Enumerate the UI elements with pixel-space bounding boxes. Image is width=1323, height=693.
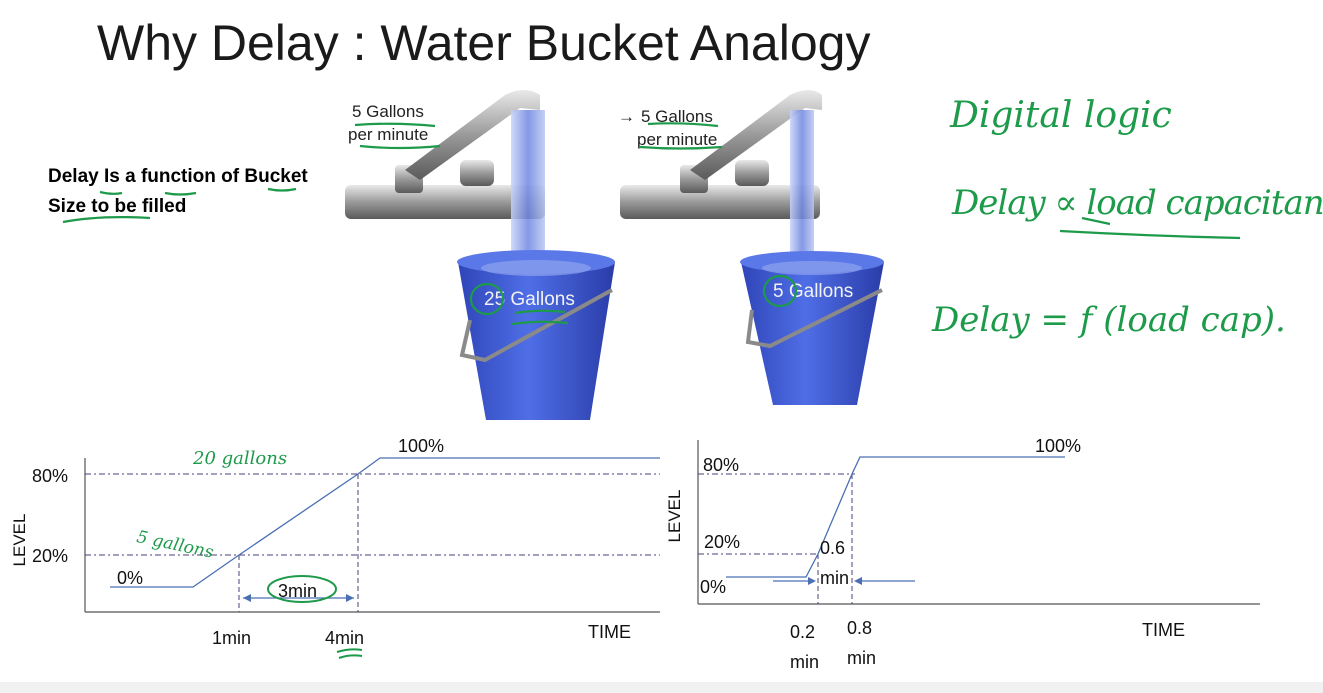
right-end-label: 100% — [1035, 436, 1081, 456]
left-x-mark-1min: 1min — [212, 628, 251, 648]
bottom-strip — [0, 682, 1323, 693]
left-tick-20: 20% — [32, 546, 68, 566]
handwritten-delay-proportional: Delay ∝ load capacitance — [952, 183, 1323, 223]
delay-note-line-2: Size to be filled — [48, 196, 187, 217]
right-level-line — [726, 456, 1065, 578]
right-x-mark-0.8: 0.8 — [847, 618, 872, 638]
handwritten-20-gallons: 20 gallons — [193, 448, 288, 469]
left-tick-80: 80% — [32, 466, 68, 486]
right-faucet — [620, 90, 822, 219]
right-tick-20: 20% — [704, 532, 740, 552]
right-start-label: 0% — [700, 577, 726, 597]
handwritten-delay-function: Delay = f (load cap). — [932, 300, 1286, 340]
handwritten-digital-logic: Digital logic — [950, 95, 1172, 136]
slide-title: Why Delay : Water Bucket Analogy — [97, 15, 871, 71]
right-flow-arrow: → — [618, 107, 635, 126]
left-interval-label: 3min — [278, 581, 317, 601]
right-interval-arrow-head-right — [854, 577, 862, 585]
left-y-label: LEVEL — [10, 514, 29, 567]
left-bucket — [457, 250, 615, 420]
right-flow-line-1: 5 Gallons — [641, 107, 713, 126]
left-interval-arrow-head-left — [243, 594, 251, 602]
right-interval-arrow-head-left — [808, 577, 816, 585]
left-flow-line-2: per minute — [348, 125, 428, 144]
right-flow-line-2: per minute — [637, 130, 717, 149]
right-x-mark-0.8-unit: min — [847, 648, 876, 668]
right-bucket — [740, 251, 884, 405]
left-4min-underline — [336, 648, 363, 659]
left-start-label: 0% — [117, 568, 143, 588]
left-end-label: 100% — [398, 436, 444, 456]
right-y-label: LEVEL — [665, 490, 684, 543]
left-flow-line-1: 5 Gallons — [352, 102, 424, 121]
right-bucket-label: 5 Gallons — [773, 281, 853, 302]
right-x-mark-0.2-unit: min — [790, 652, 819, 672]
right-x-label: TIME — [1142, 620, 1185, 640]
delay-note-line-1: Delay Is a function of Bucket — [48, 166, 308, 187]
right-x-mark-0.2: 0.2 — [790, 622, 815, 642]
left-interval-arrow-head-right — [346, 594, 354, 602]
right-tick-80: 80% — [703, 455, 739, 475]
right-interval-label-2: min — [820, 568, 849, 588]
left-bucket-label: 25 Gallons — [484, 289, 575, 310]
left-x-label: TIME — [588, 622, 631, 642]
left-x-mark-4min: 4min — [325, 628, 364, 648]
left-faucet — [345, 90, 545, 219]
left-level-line — [110, 457, 660, 588]
left-water-stream — [511, 110, 545, 270]
left-interval-circle — [267, 575, 337, 603]
right-interval-label-1: 0.6 — [820, 538, 845, 558]
delay-note: Delay Is a function of Bucket Size to be… — [48, 162, 308, 222]
right-water-stream — [790, 110, 814, 270]
annotation-marks — [62, 122, 1241, 326]
